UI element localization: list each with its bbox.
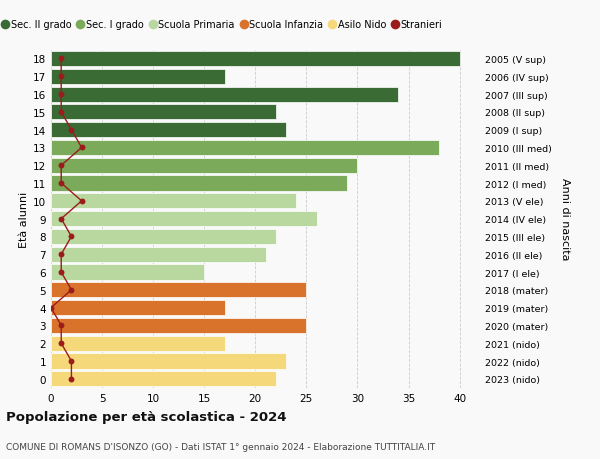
Text: COMUNE DI ROMANS D'ISONZO (GO) - Dati ISTAT 1° gennaio 2024 - Elaborazione TUTTI: COMUNE DI ROMANS D'ISONZO (GO) - Dati IS…: [6, 442, 435, 451]
Point: [56, 340, 66, 347]
Text: Popolazione per età scolastica - 2024: Popolazione per età scolastica - 2024: [6, 410, 287, 423]
Point: [56, 322, 66, 330]
Point: [56, 180, 66, 187]
Point: [56, 56, 66, 63]
Bar: [51, 247, 265, 262]
Point: [56, 91, 66, 99]
Legend: Sec. II grado, Sec. I grado, Scuola Primaria, Scuola Infanzia, Asilo Nido, Stran: Sec. II grado, Sec. I grado, Scuola Prim…: [0, 17, 446, 34]
Point: [56, 269, 66, 276]
Bar: [51, 158, 358, 174]
Y-axis label: Età alunni: Età alunni: [19, 191, 29, 247]
Bar: [51, 212, 317, 227]
Bar: [51, 318, 307, 333]
Bar: [51, 300, 224, 315]
Point: [67, 375, 76, 383]
Point: [56, 215, 66, 223]
Point: [56, 109, 66, 116]
Point: [67, 358, 76, 365]
Point: [67, 286, 76, 294]
Bar: [51, 336, 224, 351]
Bar: [51, 371, 276, 386]
Point: [77, 145, 86, 152]
Point: [67, 233, 76, 241]
Point: [46, 304, 56, 312]
Bar: [51, 87, 398, 102]
Bar: [51, 140, 439, 156]
Bar: [51, 283, 307, 298]
Bar: [51, 176, 347, 191]
Bar: [51, 70, 224, 84]
Bar: [51, 265, 204, 280]
Point: [56, 73, 66, 81]
Bar: [51, 194, 296, 209]
Y-axis label: Anni di nascita: Anni di nascita: [560, 178, 570, 260]
Bar: [51, 123, 286, 138]
Bar: [51, 230, 276, 245]
Bar: [51, 105, 276, 120]
Bar: [51, 354, 286, 369]
Point: [67, 127, 76, 134]
Point: [56, 162, 66, 169]
Bar: [51, 52, 460, 67]
Point: [77, 198, 86, 205]
Point: [56, 251, 66, 258]
